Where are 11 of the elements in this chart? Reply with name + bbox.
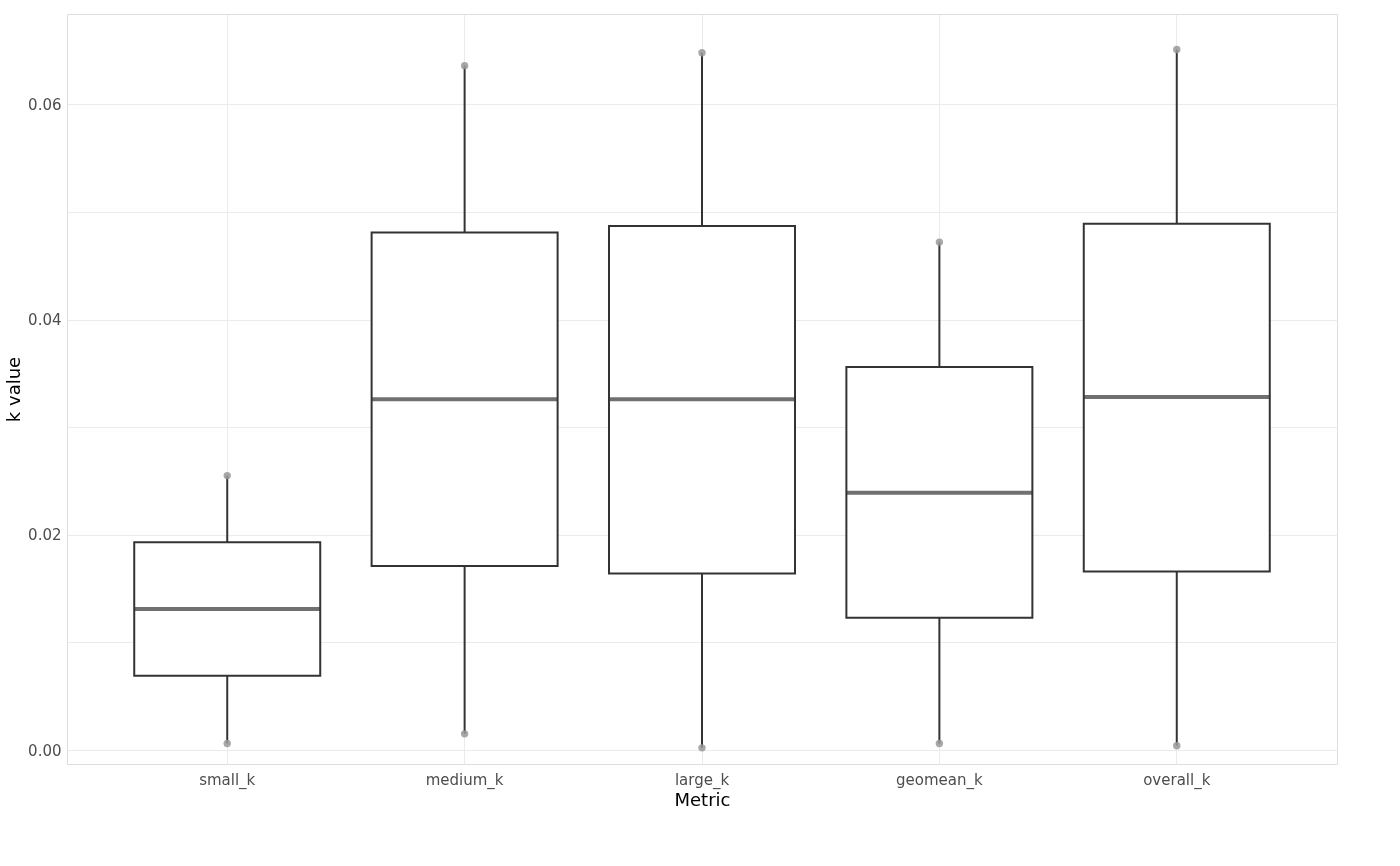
- y-tick-label: 0.02: [28, 526, 62, 545]
- x-axis-title: Metric: [674, 788, 731, 810]
- y-tick-label: 0.00: [28, 741, 62, 760]
- y-tick-label: 0.04: [28, 311, 62, 330]
- x-tick-label: overall_k: [1143, 770, 1211, 790]
- y-tick-label: 0.06: [28, 95, 62, 114]
- x-tick-label: geomean_k: [896, 770, 984, 790]
- x-tick-label: small_k: [199, 770, 256, 790]
- x-tick-label: medium_k: [425, 770, 504, 790]
- x-tick-label: large_k: [674, 770, 730, 790]
- y-axis-title: k value: [3, 356, 25, 423]
